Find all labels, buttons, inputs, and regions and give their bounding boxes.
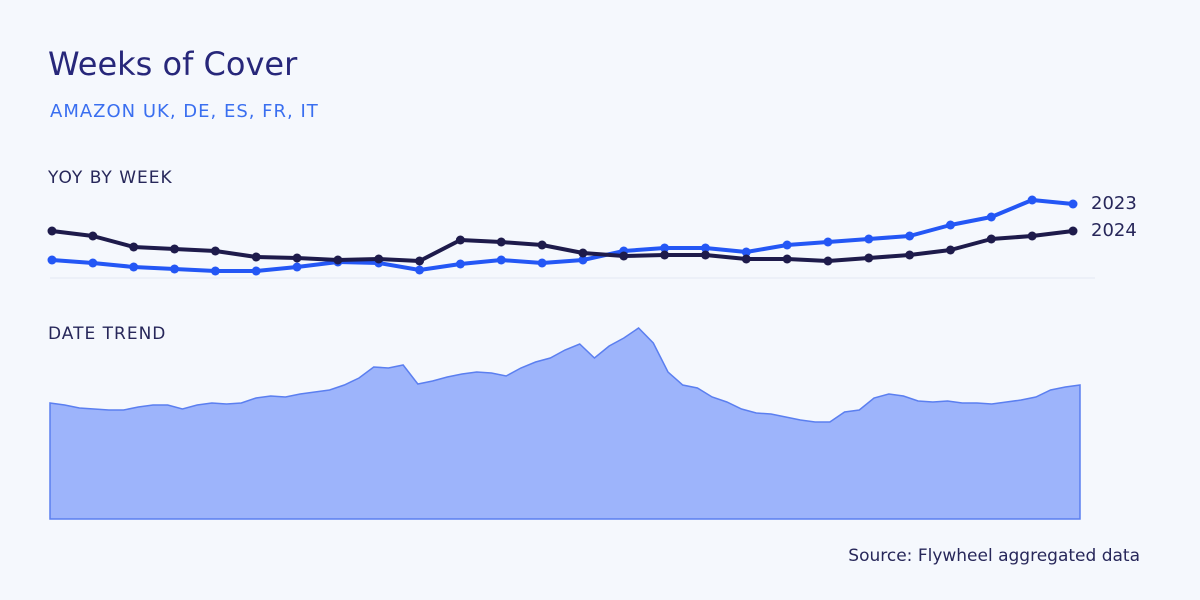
- point: [210, 266, 220, 276]
- section-title: DATE TREND: [48, 324, 166, 344]
- point: [415, 265, 425, 275]
- source: Source: Flywheel aggregated data: [848, 546, 1140, 566]
- point: [741, 254, 751, 264]
- point: [292, 253, 302, 263]
- point: [537, 258, 547, 268]
- point: [782, 254, 792, 264]
- point: [660, 250, 670, 260]
- point: [782, 240, 792, 250]
- point: [945, 220, 955, 230]
- point: [47, 255, 57, 265]
- point: [741, 247, 751, 257]
- point: [496, 255, 506, 265]
- point: [1027, 231, 1037, 241]
- point: [986, 234, 996, 244]
- line: [51, 198, 1074, 273]
- point: [455, 235, 465, 245]
- point: [905, 231, 915, 241]
- legend-label: 2024: [1091, 220, 1137, 241]
- point: [578, 248, 588, 258]
- point: [986, 212, 996, 222]
- point: [455, 259, 465, 269]
- point: [88, 231, 98, 241]
- point: [333, 255, 343, 265]
- point: [660, 243, 670, 253]
- point: [88, 258, 98, 268]
- point: [251, 266, 261, 276]
- point: [864, 253, 874, 263]
- point: [1068, 199, 1078, 209]
- point: [537, 240, 547, 250]
- point: [1068, 226, 1078, 236]
- point: [170, 264, 180, 274]
- point: [496, 237, 506, 247]
- point: [700, 243, 710, 253]
- point: [945, 245, 955, 255]
- point: [47, 226, 57, 236]
- point: [210, 246, 220, 256]
- legend-label: 2023: [1091, 193, 1137, 214]
- point: [864, 234, 874, 244]
- area: [49, 327, 1081, 520]
- point: [251, 252, 261, 262]
- subtitle: AMAZON UK, DE, ES, FR, IT: [50, 101, 319, 122]
- point: [823, 256, 833, 266]
- point: [1027, 195, 1037, 205]
- point: [619, 251, 629, 261]
- section-title: YOY BY WEEK: [47, 168, 173, 188]
- point: [129, 242, 139, 252]
- point: [170, 244, 180, 254]
- line: [51, 229, 1074, 263]
- page-title: Weeks of Cover: [48, 45, 298, 83]
- point: [823, 237, 833, 247]
- point: [700, 250, 710, 260]
- point: [129, 262, 139, 272]
- point: [905, 250, 915, 260]
- point: [374, 254, 384, 264]
- point: [415, 256, 425, 266]
- point: [578, 255, 588, 265]
- point: [292, 262, 302, 272]
